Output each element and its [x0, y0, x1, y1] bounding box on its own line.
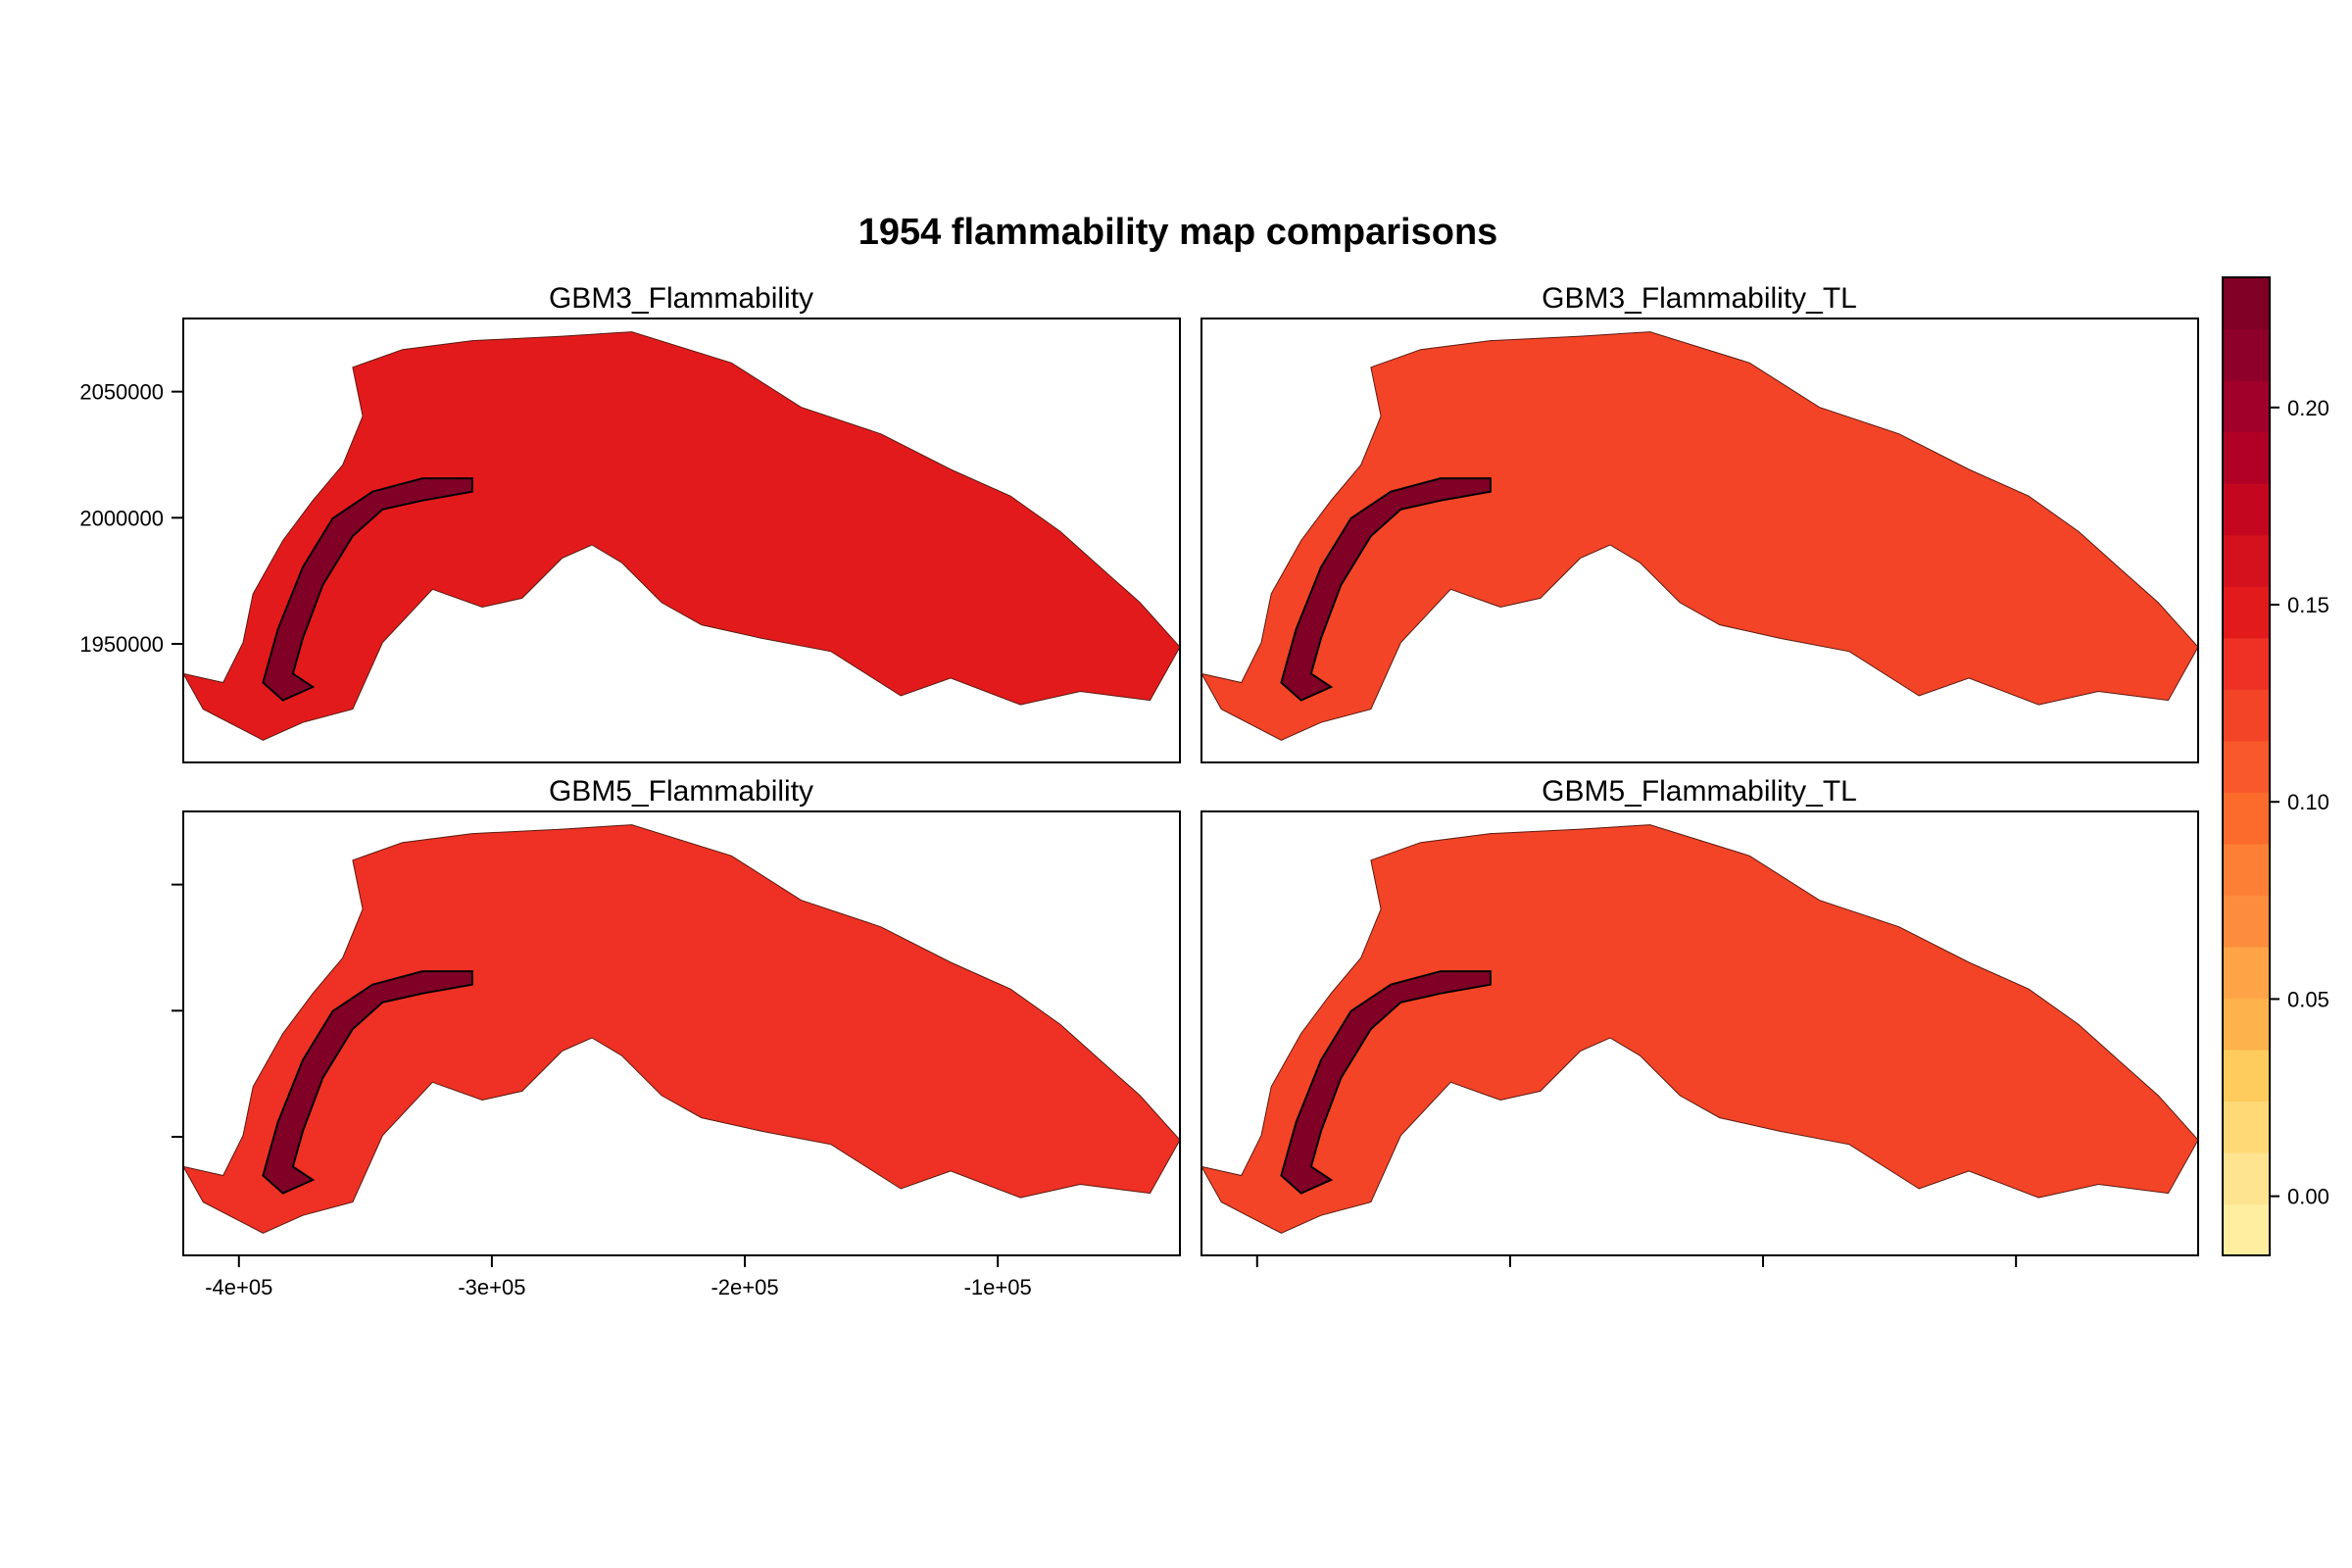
y-tick-label: 2000000 [79, 506, 164, 530]
flammability-raster [183, 331, 1180, 741]
flammability-region [1201, 824, 2198, 1234]
map-panel: GBM5_Flammability [182, 775, 1181, 1256]
colorbar-tick-label: 0.20 [2287, 396, 2329, 420]
colorbar-swatch [2223, 328, 2270, 381]
high-flammability-corridor [262, 477, 473, 702]
colorbar-tick-label: 0.15 [2287, 593, 2329, 617]
colorbar-swatch [2223, 895, 2270, 948]
flammability-region [1201, 331, 2198, 741]
colorbar-swatch [2223, 792, 2270, 845]
x-tick-label: -4e+05 [205, 1275, 272, 1299]
colorbar-frame [2222, 276, 2271, 1256]
panel-title: GBM5_Flammability [549, 775, 813, 808]
colorbar-swatch [2223, 689, 2270, 742]
flammability-region [183, 824, 1180, 1234]
colorbar-tick-label: 0.05 [2287, 987, 2329, 1011]
colorbar-swatch [2223, 534, 2270, 587]
colorbar-tick-label: 0.00 [2287, 1185, 2329, 1209]
x-tick-label: -3e+05 [458, 1275, 525, 1299]
flammability-raster [1201, 331, 2198, 741]
flammability-region [183, 331, 1180, 741]
colorbar-swatch [2223, 1203, 2270, 1256]
colorbar-swatch [2223, 277, 2270, 330]
high-flammability-corridor [1280, 970, 1492, 1195]
flammability-raster [1201, 824, 2198, 1234]
x-tick-label: -1e+05 [964, 1275, 1032, 1299]
colorbar-swatch [2223, 586, 2270, 639]
panel-frame [182, 810, 1181, 1256]
high-flammability-corridor [262, 970, 473, 1195]
x-tick-label: -2e+05 [710, 1275, 778, 1299]
axes: -4e+05 -3e+05 -2e+05 -1e+05 1950000 2000000 20… [79, 380, 2018, 1299]
colorbar-tick-label: 0.10 [2287, 790, 2329, 814]
panel-title: GBM3_Flammability_TL [1542, 282, 1857, 315]
y-tick-label: 2050000 [79, 380, 164, 405]
panel-title: GBM5_Flammability_TL [1542, 775, 1857, 808]
colorbar-swatch [2223, 483, 2270, 536]
colorbar-swatch [2223, 431, 2270, 484]
colorbar-legend: 0.00 0.05 0.10 0.15 0.20 [2222, 276, 2329, 1256]
colorbar-swatch [2223, 843, 2270, 896]
high-flammability-corridor [1280, 477, 1492, 702]
colorbar-swatch [2223, 740, 2270, 793]
map-panel: GBM5_Flammability_TL [1200, 775, 2199, 1256]
colorbar-swatch [2223, 1049, 2270, 1102]
panel-frame [1200, 810, 2199, 1256]
colorbar-swatch [2223, 998, 2270, 1051]
y-tick-label: 1950000 [79, 632, 164, 657]
panel-frame [182, 318, 1181, 763]
colorbar-swatch [2223, 637, 2270, 690]
colorbar-swatch [2223, 380, 2270, 433]
colorbar-swatch [2223, 1152, 2270, 1205]
panel-title: GBM3_Flammability [549, 282, 813, 315]
chart-title: 1954 flammability map comparisons [858, 212, 1498, 253]
panel-frame [1200, 318, 2199, 763]
colorbar-swatch [2223, 946, 2270, 999]
flammability-raster [183, 824, 1180, 1234]
colorbar-swatch [2223, 1101, 2270, 1153]
map-panel: GBM3_Flammability_TL [1200, 282, 2199, 763]
map-panel: GBM3_Flammability [182, 282, 1181, 763]
